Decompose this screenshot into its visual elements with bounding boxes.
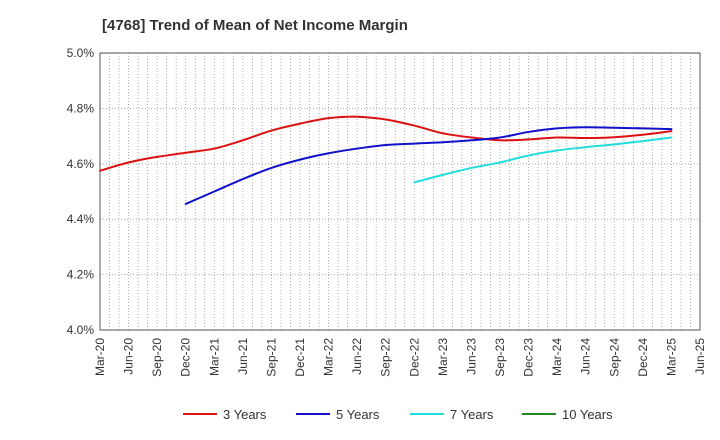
x-tick-label: Jun-24 (579, 338, 593, 375)
x-tick-label: Jun-22 (350, 338, 364, 375)
series-line-5-years (184, 126, 673, 205)
series-line-7-years (413, 136, 673, 184)
x-tick-label: Dec-20 (179, 338, 193, 377)
plot-area: 4.0% 4.2% 4.4% 4.6% 4.8% 5.0% Mar-20 Jun-20 Sep-… (67, 46, 707, 377)
x-tick-label: Dec-22 (407, 338, 421, 377)
x-tick-label: Dec-21 (293, 338, 307, 377)
legend-label-3-years: 3 Years (223, 407, 267, 422)
x-tick-label: Jun-23 (464, 338, 478, 375)
y-tick-label: 4.2% (67, 268, 95, 282)
x-tick-label: Jun-20 (122, 338, 136, 375)
y-tick-label: 4.0% (67, 323, 95, 337)
x-tick-label: Jun-25 (693, 338, 707, 375)
legend-label-5-years: 5 Years (336, 407, 380, 422)
x-tick-label: Sep-22 (379, 338, 393, 377)
x-tick-label: Jun-21 (236, 338, 250, 375)
x-tick-label: Mar-23 (436, 338, 450, 376)
y-tick-label: 5.0% (67, 46, 95, 60)
x-tick-label: Sep-24 (607, 338, 621, 377)
legend-label-10-years: 10 Years (562, 407, 613, 422)
x-tick-label: Sep-23 (493, 338, 507, 377)
x-tick-label: Mar-21 (207, 338, 221, 376)
chart-title: [4768] Trend of Mean of Net Income Margi… (102, 17, 408, 34)
series-line-3-years (99, 115, 673, 172)
x-tick-label: Mar-24 (550, 338, 564, 376)
y-tick-label: 4.8% (67, 101, 95, 115)
x-tick-label: Mar-25 (664, 338, 678, 376)
legend-label-7-years: 7 Years (450, 407, 494, 422)
legend: 3 Years 5 Years 7 Years 10 Years (183, 407, 613, 422)
x-tick-label: Mar-20 (93, 338, 107, 376)
x-tick-label: Mar-22 (322, 338, 336, 376)
y-tick-label: 4.6% (67, 157, 95, 171)
x-tick-label: Sep-21 (264, 338, 278, 377)
plot-background (100, 53, 700, 330)
plot-frame (99, 52, 701, 331)
y-tick-label: 4.4% (67, 212, 95, 226)
x-tick-label: Dec-23 (522, 338, 536, 377)
x-tick-label: Dec-24 (636, 338, 650, 377)
x-tick-label: Sep-20 (150, 338, 164, 377)
